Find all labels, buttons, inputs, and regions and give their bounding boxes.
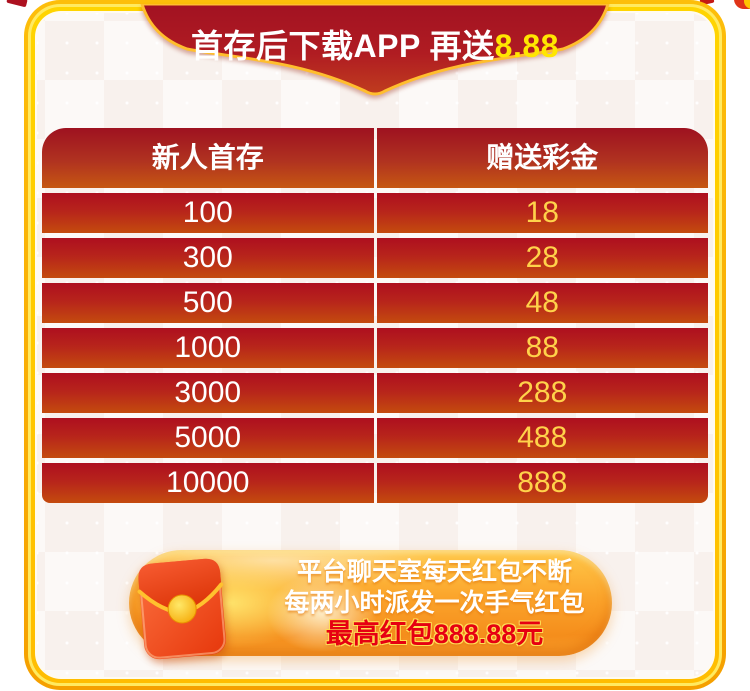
header-deposit: 新人首存 [42, 128, 374, 188]
ribbon-title-text: 首存后下载APP 再送 [191, 28, 495, 64]
bonus-cell: 48 [376, 283, 708, 323]
deposit-bonus-table: 新人首存 赠送彩金 100 18 300 28 500 48 1000 88 [42, 128, 708, 503]
table-row: 3000 288 [42, 373, 708, 413]
banner-line-1: 平台聊天室每天红包不断 [296, 557, 572, 586]
bonus-cell: 88 [376, 328, 708, 368]
red-envelope-icon [137, 558, 226, 660]
red-packet-banner[interactable]: 平台聊天室每天红包不断 每两小时派发一次手气红包 最高红包888.88元 [129, 550, 612, 656]
table-row: 10000 888 [42, 463, 708, 503]
deposit-cell: 5000 [42, 418, 374, 458]
deco-top-right-gold [744, 0, 750, 9]
gold-frame: 首存后下载APP 再送8.88 新人首存 赠送彩金 100 18 300 28 [24, 0, 726, 690]
table-row: 100 18 [42, 193, 708, 233]
deposit-cell: 10000 [42, 463, 374, 503]
ribbon-title: 首存后下载APP 再送8.88 [135, 21, 615, 67]
red-packet-text: 平台聊天室每天红包不断 每两小时派发一次手气红包 最高红包888.88元 [271, 550, 598, 656]
deco-top-right-red [734, 0, 750, 9]
deposit-cell: 500 [42, 283, 374, 323]
bonus-cell: 288 [376, 373, 708, 413]
bonus-cell: 18 [376, 193, 708, 233]
ribbon-shape-icon [140, 4, 610, 96]
bonus-cell: 888 [376, 463, 708, 503]
table-row: 5000 488 [42, 418, 708, 458]
table-row: 1000 88 [42, 328, 708, 368]
table-header-row: 新人首存 赠送彩金 [42, 128, 708, 188]
deco-top-left [6, 0, 28, 8]
table-row: 300 28 [42, 238, 708, 278]
promo-panel: 首存后下载APP 再送8.88 新人首存 赠送彩金 100 18 300 28 [37, 4, 713, 677]
banner-highlight: 最高红包888.88元 [325, 618, 544, 649]
deposit-cell: 1000 [42, 328, 374, 368]
table-row: 500 48 [42, 283, 708, 323]
header-bonus: 赠送彩金 [376, 128, 708, 188]
ribbon-title-highlight: 8.88 [494, 28, 559, 64]
banner-line-2: 每两小时派发一次手气红包 [284, 588, 585, 617]
bonus-cell: 488 [376, 418, 708, 458]
deposit-cell: 3000 [42, 373, 374, 413]
deposit-cell: 300 [42, 238, 374, 278]
bonus-cell: 28 [376, 238, 708, 278]
app-download-ribbon[interactable]: 首存后下载APP 再送8.88 [135, 4, 615, 108]
deposit-cell: 100 [42, 193, 374, 233]
